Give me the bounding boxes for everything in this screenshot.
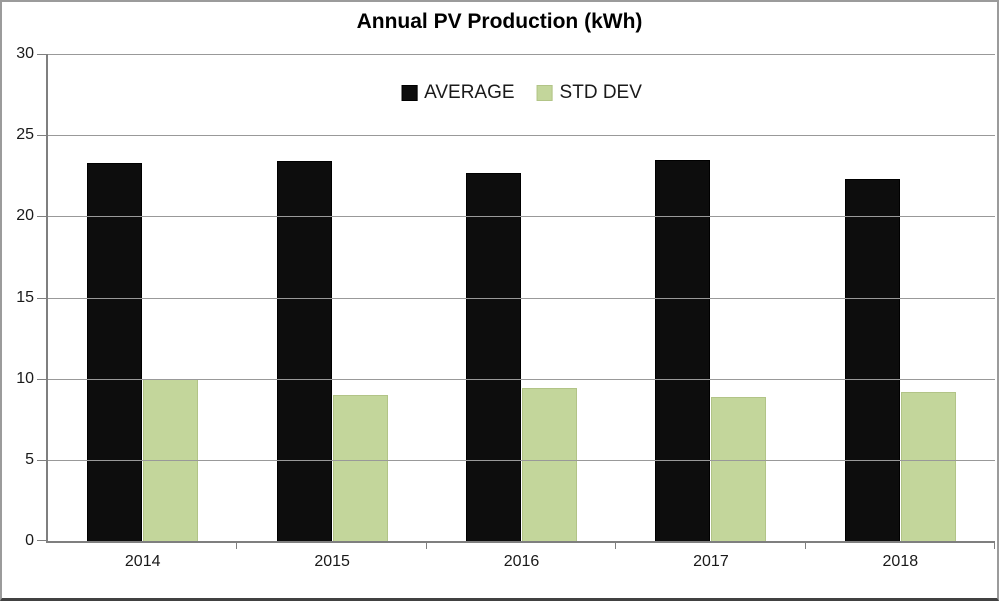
bar-average-2015 xyxy=(276,161,332,541)
legend-label: AVERAGE xyxy=(424,82,515,103)
y-axis-labels: 30 25 20 15 10 5 0 xyxy=(2,2,34,598)
x-axis-category-label: 2017 xyxy=(693,553,729,570)
bar-std-dev-2015 xyxy=(332,394,388,541)
bar-group-2014: 2014 xyxy=(48,54,237,570)
y-axis-tick xyxy=(37,298,46,299)
legend-item: STD DEV xyxy=(536,82,642,104)
x-axis-category-label: 2015 xyxy=(314,553,350,570)
y-axis-tick-label: 0 xyxy=(25,532,34,549)
y-axis-tick-label: 15 xyxy=(16,289,34,306)
x-axis-tick xyxy=(804,543,806,549)
x-axis-category-label: 2018 xyxy=(882,553,919,570)
y-axis-tick-label: 30 xyxy=(16,45,34,62)
chart-title: Annual PV Production (kWh) xyxy=(356,10,643,33)
y-axis-tick xyxy=(37,540,46,541)
legend-label: STD DEV xyxy=(559,82,642,103)
plot-area: AVERAGE STD DEV 2014 2015 2016 2017 2018 xyxy=(37,54,995,570)
gridline xyxy=(48,298,995,299)
legend: AVERAGE STD DEV xyxy=(397,80,646,106)
bar-std-dev-2018 xyxy=(900,391,956,541)
legend-swatch-average xyxy=(401,85,418,101)
gridline xyxy=(48,135,995,136)
y-axis-tick xyxy=(37,54,46,55)
y-axis-tick-label: 10 xyxy=(16,370,34,387)
gridline xyxy=(48,216,995,217)
bar-groups: 2014 2015 2016 2017 2018 xyxy=(48,54,995,570)
x-axis-tick xyxy=(615,543,617,549)
x-axis-category-label: 2016 xyxy=(503,553,540,570)
bar-group-2015: 2015 xyxy=(237,54,426,570)
bar-average-2016 xyxy=(466,172,522,541)
bar-std-dev-2017 xyxy=(711,396,767,541)
legend-item: AVERAGE xyxy=(401,82,515,104)
y-axis-tick-label: 25 xyxy=(16,126,34,143)
gridline xyxy=(48,54,995,55)
bar-average-2014 xyxy=(87,162,143,541)
x-axis-tick xyxy=(994,543,995,549)
bar-std-dev-2014 xyxy=(143,378,199,541)
x-axis-tick xyxy=(425,543,427,549)
gridline xyxy=(48,379,995,380)
bar-average-2017 xyxy=(655,159,711,541)
y-axis-tick-label: 5 xyxy=(25,451,34,468)
x-axis-tick xyxy=(236,543,238,549)
gridline xyxy=(48,460,995,461)
x-axis-category-label: 2014 xyxy=(124,553,161,570)
y-axis-tick xyxy=(37,135,46,136)
bar-std-dev-2016 xyxy=(522,388,578,541)
bar-group-2018: 2018 xyxy=(806,54,995,570)
y-axis-tick xyxy=(37,460,46,461)
bar-group-2016: 2016 xyxy=(427,54,616,570)
y-axis-tick xyxy=(37,379,46,380)
legend-swatch-std-dev xyxy=(536,85,553,101)
y-axis-tick xyxy=(37,216,46,217)
bar-group-2017: 2017 xyxy=(616,54,805,570)
bar-average-2018 xyxy=(844,179,900,541)
y-axis-tick-label: 20 xyxy=(16,207,34,224)
